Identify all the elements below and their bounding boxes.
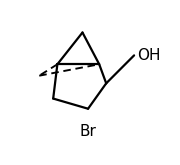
Text: Br: Br [80, 124, 96, 139]
Text: OH: OH [137, 48, 160, 63]
